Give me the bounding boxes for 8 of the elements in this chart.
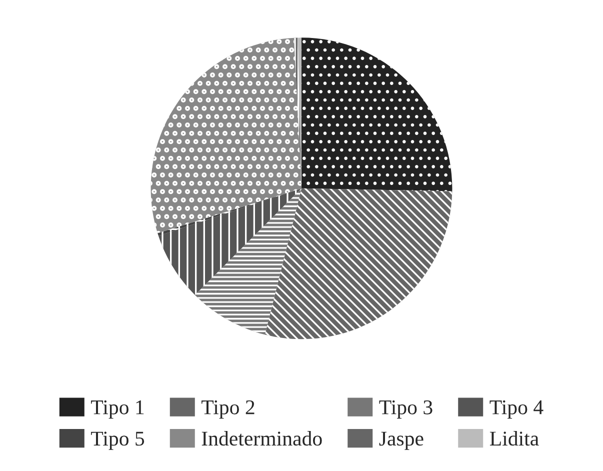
legend-label: Jaspe [379, 432, 424, 450]
legend-label: Tipo 2 [202, 400, 254, 419]
legend-label: Tipo 1 [91, 400, 144, 419]
legend-label: Indeterminado [202, 431, 322, 446]
legend-label: Lidita [490, 431, 539, 446]
legend-label: Tipo 4 [490, 400, 544, 419]
legend-label: Tipo 5 [91, 432, 144, 450]
legend-label: Tipo 3 [379, 400, 432, 419]
